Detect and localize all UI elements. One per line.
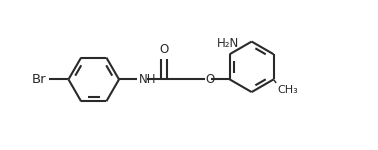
Text: O: O	[160, 43, 169, 56]
Text: Br: Br	[32, 73, 46, 86]
Text: NH: NH	[138, 73, 156, 86]
Text: H₂N: H₂N	[217, 37, 239, 50]
Text: O: O	[206, 73, 215, 86]
Text: CH₃: CH₃	[277, 85, 298, 95]
